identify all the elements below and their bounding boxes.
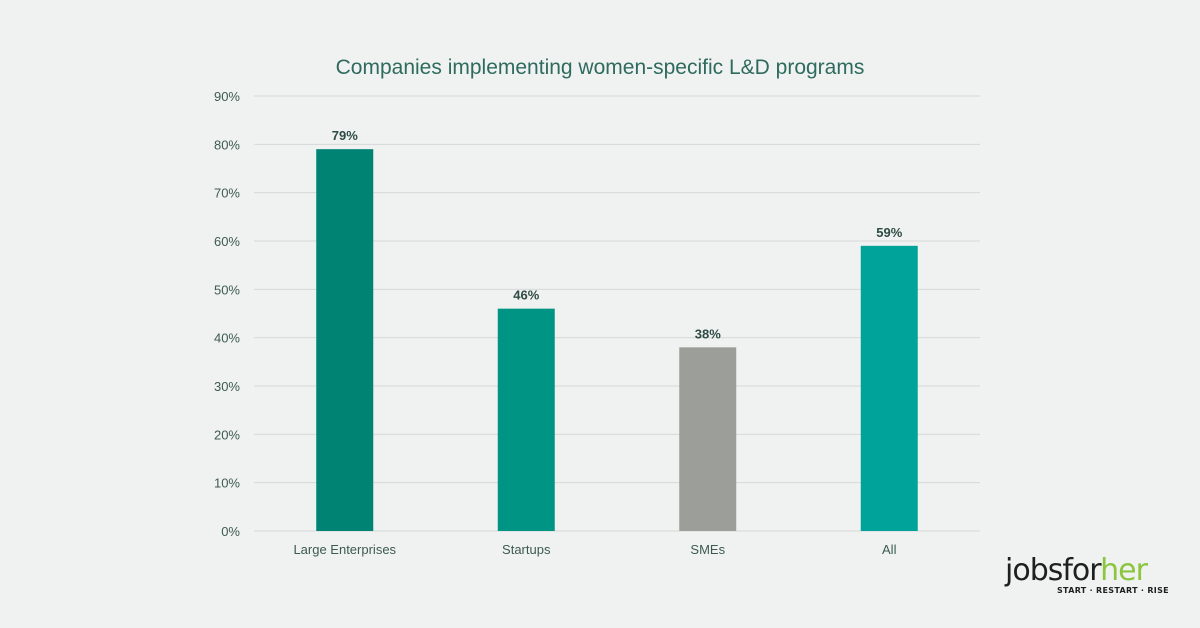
logo-text-main: jobsfor <box>1005 553 1101 588</box>
x-axis-ticks: Large Enterprises Startups SMEs All <box>293 542 896 557</box>
jobsforher-logo: jobsforher START · RESTART · RISE <box>1005 556 1170 600</box>
y-tick-label: 0% <box>221 524 240 539</box>
y-axis-ticks: 0% 10% 20% 30% 40% 50% 60% 70% 80% 90% <box>214 89 240 539</box>
bar <box>497 308 555 531</box>
data-label: 38% <box>695 326 721 341</box>
y-tick-label: 70% <box>214 186 240 201</box>
logo-tagline: START · RESTART · RISE <box>1057 586 1169 595</box>
x-tick-label: Large Enterprises <box>293 542 396 557</box>
logo-wordmark: jobsforher <box>1005 553 1148 588</box>
y-tick-label: 20% <box>214 427 240 442</box>
y-tick-label: 30% <box>214 379 240 394</box>
bar <box>316 149 374 531</box>
data-label: 46% <box>513 288 539 303</box>
y-tick-label: 90% <box>214 89 240 104</box>
chart-title: Companies implementing women-specific L&… <box>336 56 865 79</box>
x-tick-label: Startups <box>502 542 551 557</box>
y-tick-label: 50% <box>214 282 240 297</box>
bar <box>860 245 918 532</box>
data-label: 59% <box>876 225 902 240</box>
logo-text-accent: her <box>1100 553 1148 588</box>
y-tick-label: 60% <box>214 234 240 249</box>
data-labels: 79% 46% 38% 59% <box>332 128 903 341</box>
y-tick-label: 40% <box>214 331 240 346</box>
data-label: 79% <box>332 128 358 143</box>
bars <box>316 149 918 532</box>
y-tick-label: 10% <box>214 476 240 491</box>
x-tick-label: All <box>882 542 897 557</box>
bar <box>679 347 737 531</box>
y-tick-label: 80% <box>214 137 240 152</box>
gridlines <box>254 95 980 532</box>
x-tick-label: SMEs <box>690 542 725 557</box>
